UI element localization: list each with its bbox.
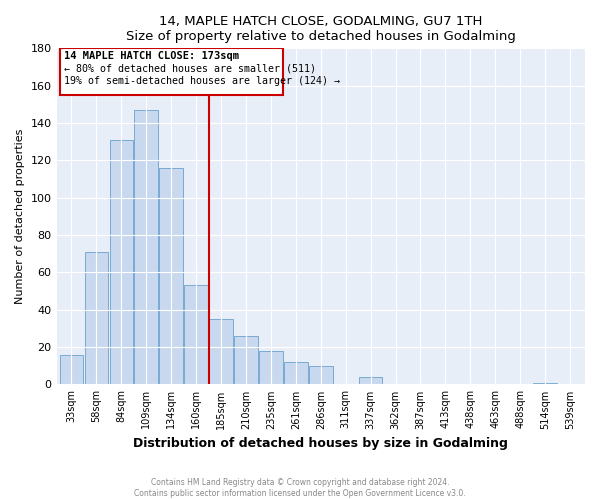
Bar — [259, 351, 283, 384]
Bar — [110, 140, 133, 384]
Y-axis label: Number of detached properties: Number of detached properties — [15, 128, 25, 304]
Text: ← 80% of detached houses are smaller (511): ← 80% of detached houses are smaller (51… — [64, 64, 316, 74]
Bar — [85, 252, 108, 384]
Text: 19% of semi-detached houses are larger (124) →: 19% of semi-detached houses are larger (… — [64, 76, 340, 86]
Bar — [284, 362, 308, 384]
Bar — [184, 286, 208, 384]
Bar — [160, 168, 183, 384]
X-axis label: Distribution of detached houses by size in Godalming: Distribution of detached houses by size … — [133, 437, 508, 450]
Title: 14, MAPLE HATCH CLOSE, GODALMING, GU7 1TH
Size of property relative to detached : 14, MAPLE HATCH CLOSE, GODALMING, GU7 1T… — [126, 15, 516, 43]
Bar — [134, 110, 158, 384]
Bar — [209, 319, 233, 384]
FancyBboxPatch shape — [60, 48, 283, 95]
Bar — [533, 382, 557, 384]
Bar — [234, 336, 258, 384]
Bar — [309, 366, 332, 384]
Bar — [59, 354, 83, 384]
Text: Contains HM Land Registry data © Crown copyright and database right 2024.
Contai: Contains HM Land Registry data © Crown c… — [134, 478, 466, 498]
Bar — [359, 377, 382, 384]
Text: 14 MAPLE HATCH CLOSE: 173sqm: 14 MAPLE HATCH CLOSE: 173sqm — [64, 51, 239, 61]
